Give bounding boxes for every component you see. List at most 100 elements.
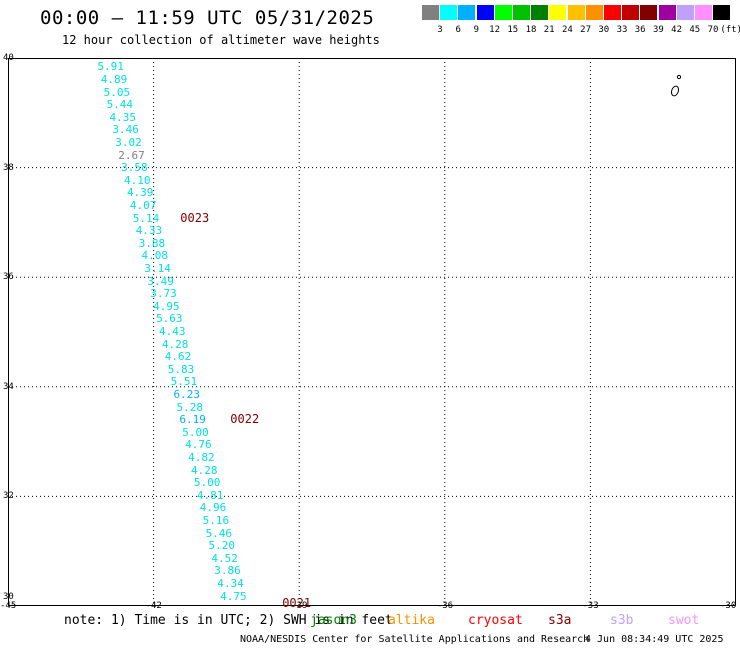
pass-time-label: 0021: [282, 596, 312, 611]
legend-tick-label: 30: [598, 25, 610, 35]
swh-value: 4.10: [124, 173, 151, 187]
satellite-legend-item: s3b: [610, 613, 634, 628]
legend-swatch: [549, 5, 567, 20]
longitude-tick-label: -45: [0, 601, 17, 611]
longitude-tick-label: -30: [720, 601, 737, 611]
longitude-tick-label: -42: [145, 601, 162, 611]
map-border: [8, 58, 736, 606]
swh-value: 4.08: [141, 249, 169, 263]
credit-line: NOAA/NESDIS Center for Satellite Applica…: [240, 634, 590, 645]
satellite-legend-item: jason3: [310, 613, 357, 628]
longitude-tick-label: -36: [436, 601, 454, 611]
legend-swatch: [713, 5, 731, 20]
swh-value: 5.16: [202, 514, 230, 528]
swh-value: 4.96: [199, 501, 227, 515]
legend-tick-label: 24: [561, 25, 573, 35]
swh-value: 4.52: [211, 551, 238, 565]
legend-tick-label: 6: [455, 25, 461, 35]
swh-value: 4.35: [109, 110, 136, 124]
swh-value: 3.46: [112, 123, 139, 137]
swh-value: 3.58: [121, 161, 148, 175]
legend-swatch: [494, 5, 512, 20]
legend-tick-label: 45: [689, 25, 701, 35]
satellite-legend-item: s3a: [548, 613, 572, 628]
legend-tick-label: 27: [580, 25, 592, 35]
page-subtitle: 12 hour collection of altimeter wave hei…: [62, 33, 380, 47]
swh-value: 3.02: [115, 135, 142, 149]
swh-value: 4.95: [153, 299, 180, 313]
legend-swatch: [640, 5, 658, 20]
swh-value: 4.75: [220, 589, 247, 603]
legend-tick-label: (ft): [720, 25, 740, 35]
swh-value: 5.00: [193, 476, 221, 490]
legend-swatch: [658, 5, 676, 20]
swh-value: 4.07: [129, 198, 157, 212]
swh-value: 5.05: [103, 85, 131, 99]
swh-value: 3.14: [144, 261, 171, 275]
legend-swatch: [422, 5, 439, 20]
map-plot: [8, 58, 736, 606]
swh-value: 4.33: [135, 224, 163, 238]
latitude-tick-label: 32: [3, 491, 14, 502]
legend-tick-label: 42: [671, 25, 683, 35]
longitude-tick-label: -39: [291, 601, 308, 611]
legend-tick-label: 18: [525, 25, 537, 35]
generation-timestamp: 4 Jun 08:34:49 UTC 2025: [585, 634, 724, 645]
legend-tick-label: 36: [634, 25, 646, 35]
legend-swatch: [622, 5, 640, 20]
swh-value: 4.81: [196, 488, 224, 502]
swh-value: 6.23: [173, 388, 201, 402]
legend-tick-label: 3: [437, 25, 443, 35]
footnote: note: 1) Time is in UTC; 2) SWH is in fe…: [64, 613, 393, 628]
swh-value: 4.76: [185, 438, 212, 452]
legend-swatch: [567, 5, 585, 20]
satellite-legend-item: swot: [668, 613, 700, 628]
swh-value: 2.67: [118, 148, 145, 162]
swh-value: 5.20: [208, 539, 235, 553]
page-title: 00:00 – 11:59 UTC 05/31/2025: [40, 7, 375, 29]
satellite-legend-item: cryosat: [468, 613, 523, 628]
legend-swatch: [458, 5, 476, 20]
pass-time-label: 0023: [180, 210, 210, 225]
latitude-tick-label: 30: [3, 592, 14, 602]
pass-time-label: 0022: [230, 412, 260, 427]
longitude-tick-label: -33: [582, 601, 599, 611]
legend-swatch: [476, 5, 494, 20]
swh-value: 5.83: [167, 362, 195, 376]
legend-tick-label: 33: [616, 25, 628, 35]
swh-value: 3.73: [150, 287, 177, 301]
swh-value: 5.14: [132, 211, 160, 225]
swh-value: 6.19: [179, 413, 206, 427]
swh-value: 4.82: [188, 451, 215, 465]
swh-value: 5.00: [182, 425, 209, 439]
legend-tick-label: 15: [507, 25, 519, 35]
legend-tick-label: 21: [543, 25, 555, 35]
legend-tick-label: 12: [489, 25, 501, 35]
swh-value: 4.39: [126, 186, 154, 200]
swh-value: 5.63: [156, 312, 183, 326]
graticule: [8, 58, 736, 606]
swh-value: 4.34: [217, 577, 244, 591]
legend-swatch: [440, 5, 458, 20]
legend-swatch: [676, 5, 694, 20]
latitude-tick-label: 38: [3, 162, 14, 173]
satellite-legend-item: altika: [388, 613, 435, 628]
swh-value: 4.43: [158, 325, 186, 338]
latitude-tick-label: 34: [3, 381, 14, 392]
azores-island-outline: [670, 74, 682, 97]
swh-value: 4.89: [100, 72, 128, 86]
swh-value: 3.88: [138, 236, 166, 250]
swh-value: 5.51: [170, 375, 198, 389]
swh-value: 5.28: [176, 400, 203, 414]
swh-value: 5.46: [205, 526, 233, 540]
legend-tick-label: 70: [707, 25, 719, 35]
swh-value: 4.28: [191, 463, 218, 477]
legend-swatch: [585, 5, 603, 20]
legend-tick-label: 39: [652, 25, 664, 35]
swh-value: 5.91: [97, 60, 124, 74]
legend-swatch: [604, 5, 621, 20]
legend-swatch: [531, 5, 549, 20]
swh-value: 4.62: [164, 350, 192, 364]
latitude-tick-label: 36: [3, 272, 14, 283]
